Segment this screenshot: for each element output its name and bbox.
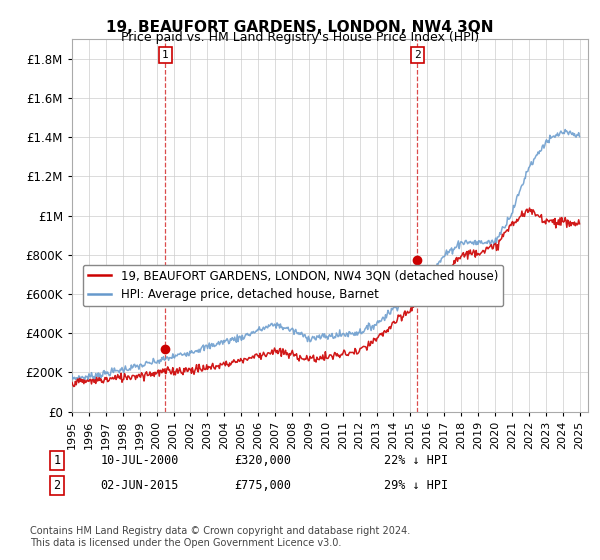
Text: 19, BEAUFORT GARDENS, LONDON, NW4 3QN: 19, BEAUFORT GARDENS, LONDON, NW4 3QN	[106, 20, 494, 35]
Text: £320,000: £320,000	[234, 454, 291, 467]
Text: 2: 2	[53, 479, 61, 492]
Legend: 19, BEAUFORT GARDENS, LONDON, NW4 3QN (detached house), HPI: Average price, deta: 19, BEAUFORT GARDENS, LONDON, NW4 3QN (d…	[83, 265, 503, 306]
Text: 1: 1	[53, 454, 61, 467]
Text: 02-JUN-2015: 02-JUN-2015	[100, 479, 179, 492]
Text: 29% ↓ HPI: 29% ↓ HPI	[384, 479, 448, 492]
Text: 10-JUL-2000: 10-JUL-2000	[100, 454, 179, 467]
Text: Price paid vs. HM Land Registry's House Price Index (HPI): Price paid vs. HM Land Registry's House …	[121, 31, 479, 44]
Text: Contains HM Land Registry data © Crown copyright and database right 2024.
This d: Contains HM Land Registry data © Crown c…	[30, 526, 410, 548]
Text: 2: 2	[414, 50, 421, 60]
Text: 1: 1	[162, 50, 169, 60]
Text: £775,000: £775,000	[234, 479, 291, 492]
Text: 22% ↓ HPI: 22% ↓ HPI	[384, 454, 448, 467]
